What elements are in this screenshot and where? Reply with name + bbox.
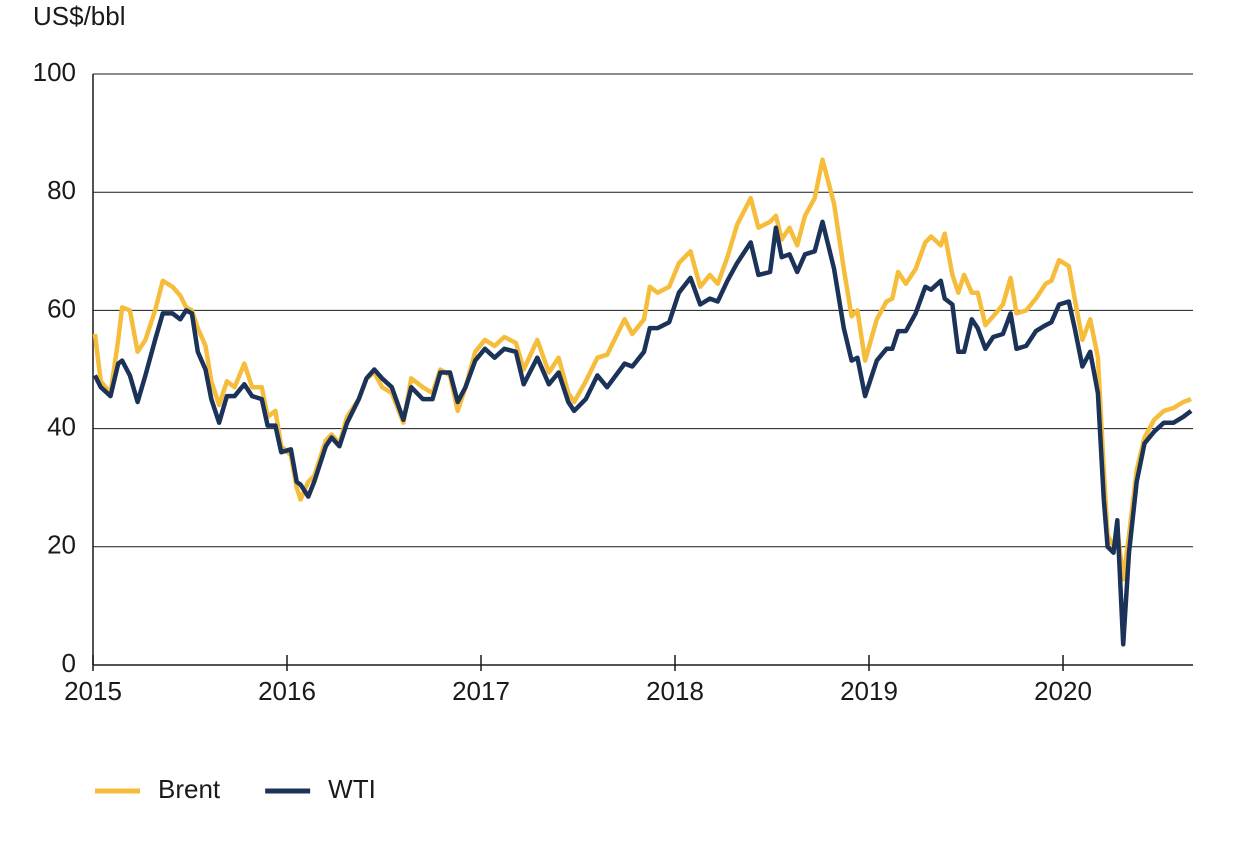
x-tick-label: 2019 [840, 676, 898, 706]
legend-label: Brent [158, 774, 221, 804]
x-tick-label: 2020 [1034, 676, 1092, 706]
y-tick-label: 80 [47, 175, 76, 205]
x-tick-label: 2017 [452, 676, 510, 706]
line-series [92, 157, 1192, 582]
x-tick-label: 2016 [258, 676, 316, 706]
y-axis-label: US$/bbl [33, 1, 126, 31]
legend-label: WTI [328, 774, 376, 804]
x-tick-label: 2015 [64, 676, 122, 706]
y-tick-label: 20 [47, 530, 76, 560]
line-series [92, 219, 1193, 647]
y-tick-label: 100 [33, 57, 76, 87]
y-tick-label: 40 [47, 411, 76, 441]
x-tick-label: 2018 [646, 676, 704, 706]
y-tick-label: 60 [47, 293, 76, 323]
y-tick-label: 0 [62, 648, 76, 678]
